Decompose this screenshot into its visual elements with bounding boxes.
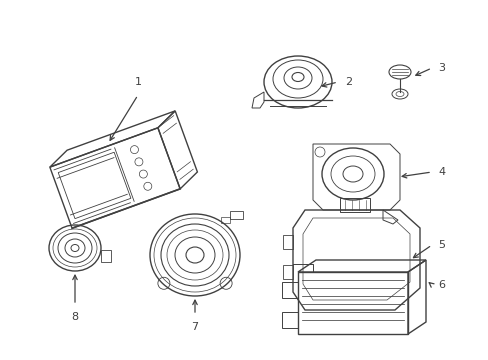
Text: 3: 3 [437, 63, 444, 73]
Text: 6: 6 [437, 280, 444, 290]
Text: 7: 7 [191, 322, 198, 332]
Text: 1: 1 [134, 77, 141, 87]
Text: 4: 4 [437, 167, 444, 177]
Text: 8: 8 [71, 312, 79, 322]
Text: 2: 2 [345, 77, 351, 87]
Text: 5: 5 [437, 240, 444, 250]
